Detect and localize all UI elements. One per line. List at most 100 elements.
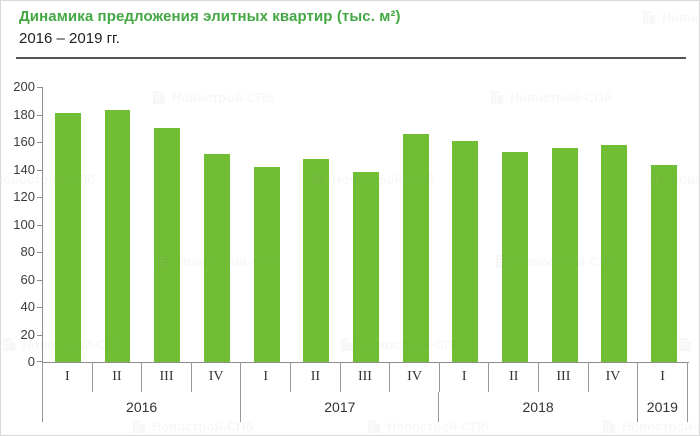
watermark-text: Новострой-СПб <box>22 336 124 352</box>
y-tick-label: 160 <box>13 134 35 149</box>
bar <box>551 147 578 362</box>
building-icon <box>1 336 17 352</box>
bar <box>651 165 677 362</box>
bar-slot <box>540 87 590 362</box>
x-quarter-label: III <box>339 362 390 392</box>
y-tick-mark <box>37 279 43 281</box>
building-icon <box>677 336 693 352</box>
watermark: Новострой-СПб <box>641 9 699 25</box>
x-quarter-label: IV <box>190 362 241 392</box>
watermark-text: Новострой-СПб <box>662 9 699 25</box>
bar <box>402 133 429 362</box>
bar <box>452 140 479 362</box>
watermark-text: Новострой-СПб <box>515 253 617 269</box>
building-icon <box>601 418 617 434</box>
x-year-label: 2019 <box>636 392 689 422</box>
y-tick-mark <box>37 252 43 253</box>
y-axis-labels: 0 20 40 60 80 100 120 140 160 180 200 <box>1 79 35 369</box>
x-quarter-label: I <box>42 362 92 392</box>
bar-series <box>43 87 689 362</box>
header-divider <box>16 57 686 59</box>
watermark-text: Новострой-СПб <box>510 89 612 105</box>
y-tick-mark <box>37 114 43 116</box>
bar-slot <box>93 87 143 362</box>
watermark-text: Новострой-СПб <box>177 253 279 269</box>
y-tick-label: 40 <box>20 299 35 314</box>
x-quarter-label: II <box>290 362 340 392</box>
watermark: Новострой-СПб <box>131 418 253 434</box>
bar-slot <box>192 87 242 362</box>
x-quarter-label: I <box>240 362 290 392</box>
watermark-text: Новострой-СПб <box>332 171 434 187</box>
bar-slot <box>590 87 640 362</box>
bar-slot <box>242 87 292 362</box>
building-icon <box>366 418 382 434</box>
building-icon <box>649 171 665 187</box>
building-icon <box>131 418 147 434</box>
bar-slot <box>341 87 391 362</box>
y-tick-mark <box>37 197 43 198</box>
bar-slot <box>291 87 341 362</box>
watermark-text: Новострой-СПб <box>0 171 96 187</box>
watermark: Новострой-СПб <box>494 253 616 269</box>
bar <box>203 154 230 362</box>
x-quarter-label: II <box>91 362 142 392</box>
bar <box>54 113 81 362</box>
x-quarter-label: I <box>438 362 489 392</box>
watermark: Новострой-СПб <box>489 89 611 105</box>
y-tick-label: 140 <box>13 161 35 177</box>
bar <box>104 110 131 362</box>
y-tick-mark <box>37 142 43 143</box>
bar <box>253 166 280 362</box>
y-tick-mark <box>37 307 43 308</box>
y-tick-label: 80 <box>20 244 35 259</box>
bar-slot <box>391 87 441 362</box>
watermark: Новострой-СПб <box>677 336 699 352</box>
watermark: Новострой-СПб <box>601 418 699 434</box>
building-icon <box>641 9 657 25</box>
chart-subtitle: 2016 – 2019 гг. <box>19 30 120 47</box>
building-icon <box>339 336 355 352</box>
x-year-label: 2017 <box>240 392 438 422</box>
bar-slot <box>43 87 93 362</box>
y-tick-mark <box>37 87 43 88</box>
y-tick-label: 20 <box>20 326 35 342</box>
y-tick-label: 60 <box>20 271 35 287</box>
bar <box>601 144 628 362</box>
bar-slot <box>639 87 689 362</box>
bar <box>154 128 181 362</box>
bar <box>353 172 379 362</box>
watermark-text: Новострой-СПб <box>387 418 489 434</box>
y-tick-label: 100 <box>13 216 35 232</box>
y-tick-mark <box>37 169 43 171</box>
plot-area <box>37 87 689 363</box>
x-year-label: 2016 <box>42 392 240 422</box>
y-tick-mark <box>37 334 43 336</box>
building-icon <box>156 253 172 269</box>
bar-slot <box>441 87 491 362</box>
x-year-label: 2018 <box>438 392 636 422</box>
y-tick-label: 180 <box>13 106 35 122</box>
y-tick-mark <box>37 224 43 226</box>
watermark-text: Новострой-СПб <box>622 418 699 434</box>
x-quarter-label: I <box>637 362 688 392</box>
y-tick-mark <box>37 361 43 362</box>
bar-slot <box>490 87 540 362</box>
x-axis-quarter-row: I II III IV I II III IV I II III IV I <box>42 362 688 392</box>
watermark: Новострой-СПб <box>156 253 278 269</box>
watermark: Новострой-СПб <box>0 171 96 187</box>
x-quarter-label: IV <box>587 362 638 392</box>
x-quarter-label: III <box>538 362 588 392</box>
building-icon <box>494 253 510 269</box>
x-axis-year-row: 2016 2017 2018 2019 <box>42 392 689 422</box>
watermark-text: Новострой-СПб <box>360 336 462 352</box>
y-tick-label: 0 <box>27 354 35 369</box>
y-tick-label: 120 <box>13 189 35 204</box>
building-icon <box>311 171 327 187</box>
watermark: Новострой-СПб <box>366 418 488 434</box>
building-icon <box>151 89 167 105</box>
watermark: Новострой-СПб <box>339 336 461 352</box>
watermark-text: Новострой-СПб <box>698 337 699 352</box>
building-icon <box>489 89 505 105</box>
